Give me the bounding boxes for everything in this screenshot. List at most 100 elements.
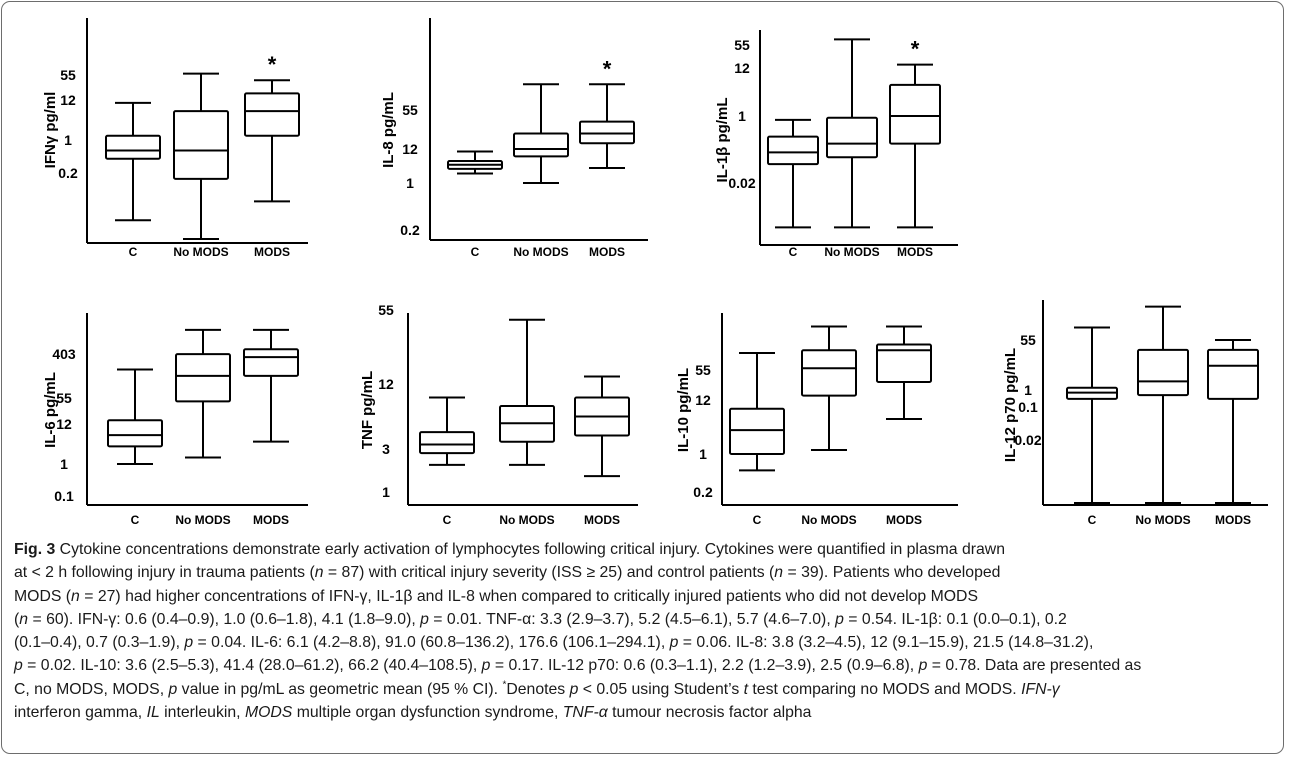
y-tick-label: 0.2 bbox=[693, 484, 713, 500]
x-category-label: MODS bbox=[584, 513, 620, 527]
boxplot-panel: TNF pg/mL 55 12 3 1 C No MODS MODS bbox=[359, 302, 638, 527]
box-c bbox=[767, 118, 819, 229]
box-mods bbox=[876, 325, 932, 421]
x-category-label: MODS bbox=[589, 245, 625, 259]
boxplot-panel: IL-6 pg/mL 403 55 12 1 0.1 C No MODS MODS bbox=[42, 313, 308, 527]
iqr-box bbox=[513, 132, 569, 158]
iqr-box bbox=[107, 419, 163, 448]
figure-caption: Fig. 3 Cytokine concentrations demonstra… bbox=[14, 538, 1278, 724]
y-axis-label: IL-12 p70 pg/mL bbox=[1002, 348, 1019, 462]
y-tick-label: 12 bbox=[56, 416, 72, 432]
x-category-label: C bbox=[131, 513, 140, 527]
y-tick-label: 3 bbox=[382, 441, 390, 457]
caption-text: Cytokine concentrations demonstrate earl… bbox=[55, 541, 1005, 558]
iqr-box bbox=[826, 116, 878, 159]
y-tick-label: 0.02 bbox=[728, 175, 755, 191]
caption-line: MODS (n = 27) had higher concentrations … bbox=[14, 587, 978, 605]
box-c bbox=[419, 396, 475, 466]
boxplot-panel: IL-1β pg/mL 55 12 1 0.02 C No MODS * MODS bbox=[714, 30, 958, 259]
y-tick-label: 0.1 bbox=[1018, 399, 1038, 415]
caption-line: (n = 60). IFN-γ: 0.6 (0.4–0.9), 1.0 (0.6… bbox=[14, 610, 1067, 628]
significance-marker: * bbox=[603, 56, 612, 81]
y-tick-label: 1 bbox=[64, 132, 72, 148]
caption-line: Fig. 3 Cytokine concentrations demonstra… bbox=[14, 538, 1278, 561]
y-tick-label: 1 bbox=[382, 484, 390, 500]
x-category-label: No MODS bbox=[499, 513, 554, 527]
significance-marker: * bbox=[268, 52, 277, 77]
box-mods bbox=[243, 328, 299, 443]
x-category-label: MODS bbox=[897, 245, 933, 259]
x-category-label: No MODS bbox=[824, 245, 879, 259]
x-category-label: No MODS bbox=[1135, 513, 1190, 527]
caption-line: p = 0.02. IL-10: 3.6 (2.5–5.3), 41.4 (28… bbox=[14, 657, 1142, 675]
x-category-label: MODS bbox=[1215, 513, 1251, 527]
iqr-box bbox=[801, 349, 857, 397]
y-tick-label: 0.1 bbox=[54, 488, 74, 504]
caption-line: at < 2 h following injury in trauma pati… bbox=[14, 564, 1001, 582]
y-axis-label: IFNγ pg/ml bbox=[42, 92, 59, 169]
iqr-box bbox=[889, 83, 941, 145]
y-tick-label: 1 bbox=[738, 108, 746, 124]
y-tick-label: 55 bbox=[734, 37, 750, 53]
caption-line: C, no MODS, MODS, p value in pg/mL as ge… bbox=[14, 679, 1060, 698]
iqr-box bbox=[173, 110, 229, 180]
y-tick-label: 12 bbox=[60, 92, 76, 108]
iqr-box bbox=[419, 431, 475, 455]
box-no-mods bbox=[826, 38, 878, 229]
x-category-label: C bbox=[443, 513, 452, 527]
y-tick-label: 55 bbox=[1020, 332, 1036, 348]
box-mods bbox=[574, 375, 630, 478]
iqr-box bbox=[1137, 348, 1189, 397]
iqr-box bbox=[579, 120, 635, 145]
iqr-box bbox=[105, 134, 161, 160]
y-tick-label: 55 bbox=[378, 302, 394, 318]
y-axis-label: IL-1β pg/mL bbox=[714, 98, 731, 183]
box-no-mods bbox=[175, 328, 231, 459]
iqr-box bbox=[729, 407, 785, 456]
significance-marker: * bbox=[911, 37, 920, 62]
y-axis-label: IL-10 pg/mL bbox=[675, 368, 692, 452]
y-tick-label: 12 bbox=[734, 60, 750, 76]
y-tick-label: 403 bbox=[52, 346, 76, 362]
y-tick-label: 12 bbox=[402, 141, 418, 157]
y-axis-label: TNF pg/mL bbox=[359, 371, 376, 449]
iqr-box bbox=[1207, 348, 1259, 400]
box-mods: * bbox=[889, 37, 941, 229]
box-no-mods bbox=[499, 318, 555, 466]
x-category-label: C bbox=[129, 245, 138, 259]
x-category-label: MODS bbox=[253, 513, 289, 527]
figure-label: Fig. 3 bbox=[14, 541, 56, 558]
iqr-box bbox=[243, 348, 299, 377]
y-axis-label: IL-6 pg/mL bbox=[42, 372, 59, 448]
boxplot-panel: IL-10 pg/mL 55 12 1 0.2 C No MODS MODS bbox=[675, 313, 958, 527]
box-c bbox=[107, 368, 163, 465]
y-tick-label: 12 bbox=[695, 392, 711, 408]
y-tick-label: 55 bbox=[402, 102, 418, 118]
box-c bbox=[1066, 326, 1118, 504]
y-tick-label: 1 bbox=[699, 446, 707, 462]
x-category-label: No MODS bbox=[175, 513, 230, 527]
box-c bbox=[447, 150, 503, 175]
caption-line: (0.1–0.4), 0.7 (0.3–1.9), p = 0.04. IL-6… bbox=[14, 634, 1094, 652]
y-tick-label: 0.2 bbox=[400, 222, 420, 238]
box-no-mods bbox=[173, 72, 229, 240]
x-category-label: No MODS bbox=[513, 245, 568, 259]
box-no-mods bbox=[801, 325, 857, 452]
box-no-mods bbox=[513, 83, 569, 184]
box-c bbox=[729, 352, 785, 472]
box-mods: * bbox=[244, 52, 300, 203]
y-tick-label: 55 bbox=[56, 390, 72, 406]
iqr-box bbox=[244, 92, 300, 137]
y-tick-label: 12 bbox=[378, 376, 394, 392]
y-tick-label: 55 bbox=[60, 67, 76, 83]
y-tick-label: 55 bbox=[695, 362, 711, 378]
iqr-box bbox=[175, 353, 231, 403]
box-c bbox=[105, 101, 161, 222]
y-tick-label: 1 bbox=[406, 175, 414, 191]
box-mods: * bbox=[579, 56, 635, 169]
x-category-label: MODS bbox=[886, 513, 922, 527]
x-category-label: C bbox=[471, 245, 480, 259]
